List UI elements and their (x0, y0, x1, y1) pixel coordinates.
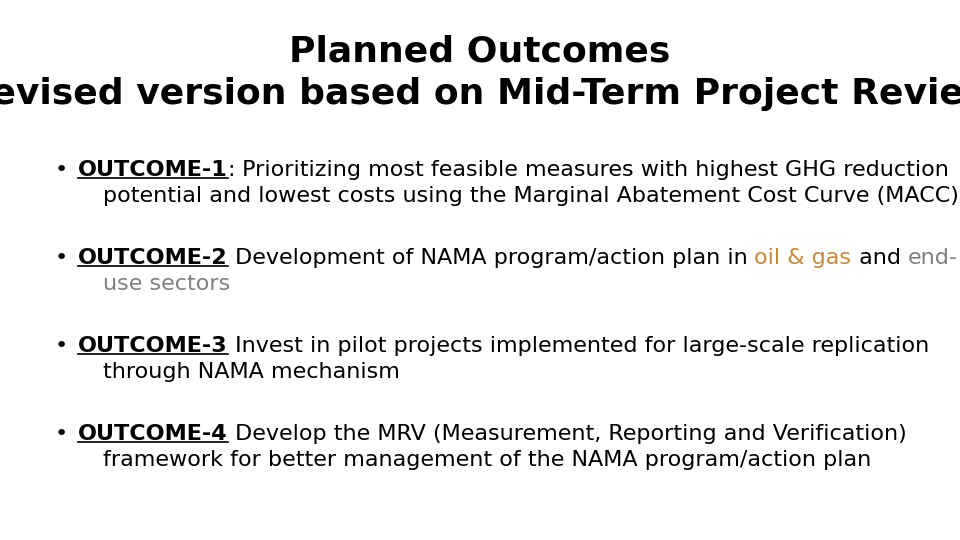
Text: Develop the MRV (Measurement, Reporting and Verification): Develop the MRV (Measurement, Reporting … (228, 424, 906, 444)
Text: OUTCOME-2: OUTCOME-2 (78, 248, 228, 268)
Text: oil & gas: oil & gas (755, 248, 852, 268)
Text: Invest in pilot projects implemented for large-scale replication: Invest in pilot projects implemented for… (228, 336, 929, 356)
Text: (Revised version based on Mid-Term Project Review): (Revised version based on Mid-Term Proje… (0, 77, 960, 111)
Text: •: • (55, 160, 68, 180)
Text: and: and (852, 248, 907, 268)
Text: potential and lowest costs using the Marginal Abatement Cost Curve (MACC): potential and lowest costs using the Mar… (103, 186, 959, 206)
Text: end-: end- (907, 248, 958, 268)
Text: OUTCOME-4: OUTCOME-4 (78, 424, 228, 444)
Text: Planned Outcomes: Planned Outcomes (289, 35, 671, 69)
Text: Prioritizing most feasible measures with highest GHG reduction: Prioritizing most feasible measures with… (235, 160, 949, 180)
Text: •: • (55, 424, 68, 444)
Text: Development of NAMA program/action plan in: Development of NAMA program/action plan … (228, 248, 755, 268)
Text: •: • (55, 336, 68, 356)
Text: •: • (55, 248, 68, 268)
Text: framework for better management of the NAMA program/action plan: framework for better management of the N… (103, 450, 872, 470)
Text: use sectors: use sectors (103, 274, 230, 294)
Text: :: : (228, 160, 235, 180)
Text: through NAMA mechanism: through NAMA mechanism (103, 362, 400, 382)
Text: OUTCOME-3: OUTCOME-3 (78, 336, 228, 356)
Text: OUTCOME-1: OUTCOME-1 (78, 160, 228, 180)
